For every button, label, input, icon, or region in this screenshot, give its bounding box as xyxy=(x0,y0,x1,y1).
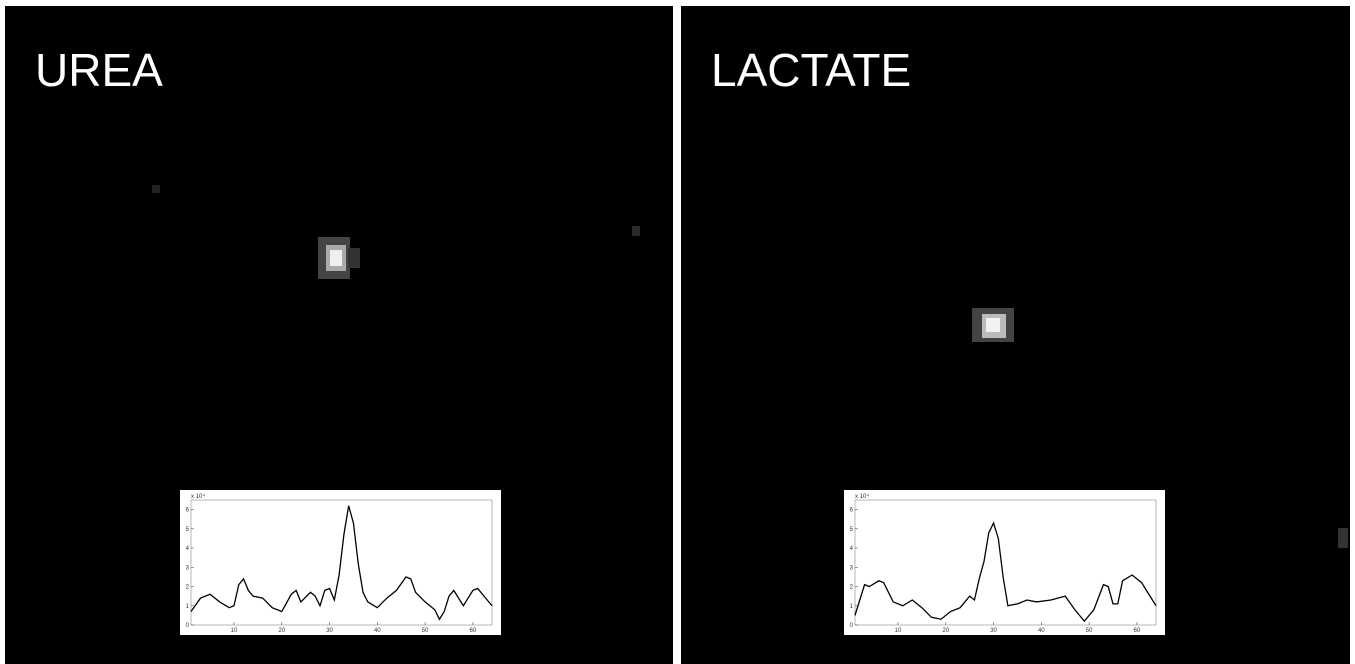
x-tick-label: 30 xyxy=(326,628,333,634)
panel-title: UREA xyxy=(35,44,163,96)
x-tick-label: 50 xyxy=(422,628,429,634)
x-tick-label: 50 xyxy=(1086,628,1093,634)
panel-title: LACTATE xyxy=(711,44,911,96)
x-tick-label: 20 xyxy=(278,628,285,634)
inset-background xyxy=(844,490,1165,635)
figure: UREA1020304050600123456x 10⁴LACTATE10203… xyxy=(0,0,1355,664)
y-scale-label: x 10⁴ xyxy=(855,493,869,500)
x-tick-label: 40 xyxy=(1038,628,1045,634)
x-tick-label: 30 xyxy=(990,628,997,634)
x-tick-label: 20 xyxy=(942,628,949,634)
x-tick-label: 40 xyxy=(374,628,381,634)
y-scale-label: x 10⁴ xyxy=(191,493,205,500)
x-tick-label: 10 xyxy=(895,628,902,634)
x-tick-label: 60 xyxy=(470,628,477,634)
x-tick-label: 10 xyxy=(231,628,238,634)
x-tick-label: 60 xyxy=(1134,628,1141,634)
page: {"chart_data": [ {"type": "line", "title… xyxy=(0,0,1355,664)
